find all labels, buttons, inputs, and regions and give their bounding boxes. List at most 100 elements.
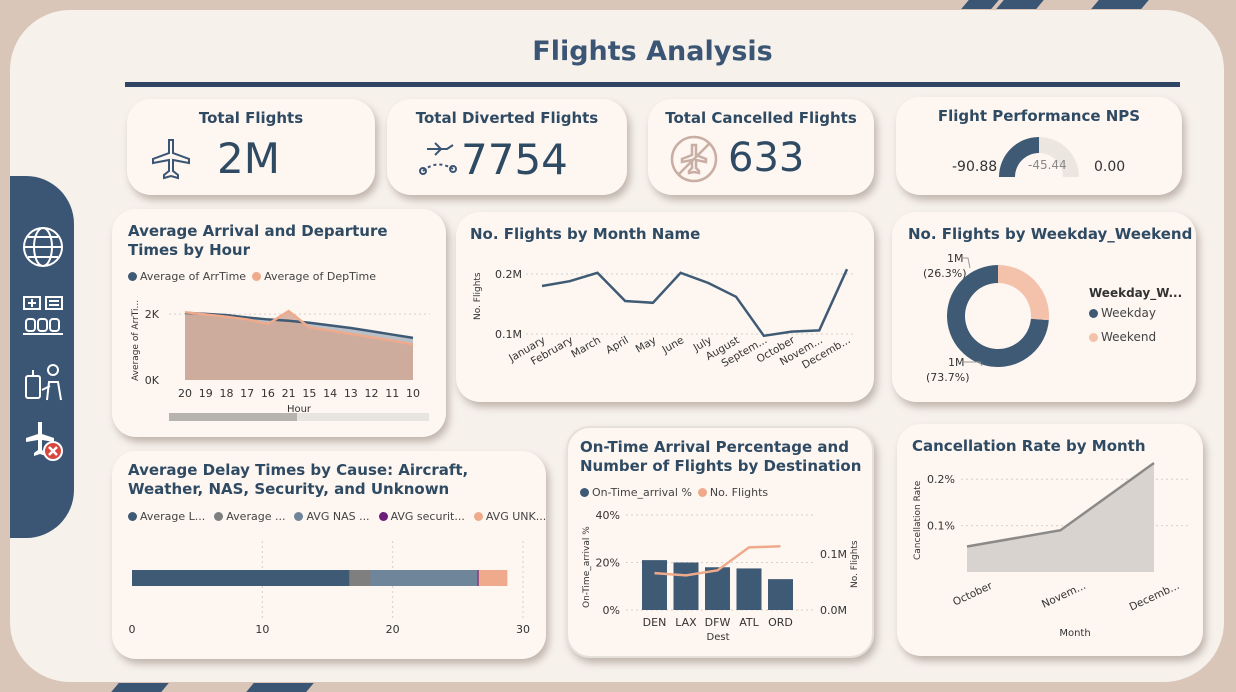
bar-segment: [478, 570, 508, 586]
legend-item[interactable]: Average of ArrTime: [128, 270, 246, 283]
chart-card-delay: Average Delay Times by Cause: Aircraft, …: [112, 451, 546, 659]
x-tick-label: 16: [261, 387, 275, 400]
x-tick-label: 19: [199, 387, 213, 400]
legend-label: No. Flights: [709, 486, 769, 499]
gauge-value-label: -45.44: [1028, 158, 1067, 172]
x-tick-label: 12: [365, 387, 379, 400]
y-tick-label: 0.1%: [927, 520, 955, 533]
legend-item[interactable]: AVG securit...: [378, 510, 465, 523]
y-tick-label: 0.2M: [495, 268, 522, 281]
scrollbar-thumb[interactable]: [169, 413, 297, 421]
kpi-total-flights[interactable]: Total Flights 2M: [127, 99, 375, 195]
x-tick-label: 10: [406, 387, 420, 400]
x-tick-label: 20: [386, 623, 400, 636]
x-tick-label: 18: [219, 387, 233, 400]
nps-gauge: [999, 137, 1079, 177]
legend-item[interactable]: Weekday: [1089, 306, 1156, 320]
decor-stripe: [111, 683, 169, 692]
legend-dot: [252, 272, 262, 281]
series-line: [966, 461, 1155, 548]
series-area-deptime: [185, 311, 413, 380]
gauge-fill: [999, 137, 1039, 177]
legend-item[interactable]: AVG NAS ...: [294, 510, 370, 523]
legend-label: On-Time_arrival %: [592, 486, 692, 499]
legend-item[interactable]: AVG UNK...: [473, 510, 546, 523]
chart-card-by-month: No. Flights by Month Name 0.1M 0.2M No. Fl…: [456, 212, 874, 402]
kpi-value: 2M: [217, 134, 280, 183]
legend-label: Average of ArrTime: [140, 270, 247, 283]
bar-segment: [132, 570, 350, 586]
x-tick-label: 15: [302, 387, 316, 400]
x-tick-label: 14: [323, 387, 337, 400]
flight-route-icon: [417, 139, 459, 183]
x-tick-label: DEN: [643, 616, 667, 629]
cancel-plot: 0.1% 0.2% Cancellation Rate October Novem...…: [913, 461, 1189, 639]
legend-item[interactable]: Average L...: [128, 510, 205, 523]
legend-label: AVG UNK...: [485, 510, 546, 523]
slice-label: 1M: [948, 356, 965, 369]
bar-ontime: [768, 579, 793, 610]
x-tick-label: May: [634, 334, 659, 355]
y-axis-title: On-Time_arrival %: [582, 526, 592, 608]
nav-travel-icon[interactable]: [18, 358, 68, 408]
x-axis-title: Month: [1059, 628, 1090, 639]
y-tick-label: 20%: [596, 557, 620, 570]
x-tick-label: 17: [240, 387, 254, 400]
y-tick-label: 0.2%: [927, 473, 955, 486]
arr-dep-plot: 0K 2K Average of ArrTi... 20 19 18 17 16 21 15 14 1…: [131, 300, 430, 415]
legend-item[interactable]: On-Time_arrival %: [580, 486, 692, 499]
legend-dot: [294, 512, 304, 521]
y-tick-label: 40%: [596, 509, 620, 522]
gauge-max-label: 0.00: [1094, 159, 1126, 175]
page-title: Flights Analysis: [532, 36, 773, 67]
legend-item[interactable]: Average of DepTime: [252, 270, 376, 283]
chart-card-arr-dep: Average Arrival and Departure Times by H…: [112, 209, 446, 437]
x-tick-label: March: [569, 334, 603, 360]
slice-pct: (26.3%): [923, 267, 967, 280]
nav-cancelled-flight-icon[interactable]: [18, 416, 68, 466]
bar-ontime: [673, 562, 699, 610]
chart-legend: Average L... Average ... AVG NAS ... AVG…: [128, 510, 546, 523]
legend-item[interactable]: Weekend: [1089, 330, 1156, 344]
series-line-deptime: [184, 309, 414, 346]
nav-airport-icon[interactable]: [18, 291, 68, 341]
legend-dot: [128, 272, 137, 281]
kpi-value: 7754: [461, 135, 568, 184]
x-tick-label: 20: [178, 387, 192, 400]
legend-dot: [1089, 332, 1098, 342]
bar-segment: [370, 570, 478, 586]
chart-legend: Weekday Weekend: [1089, 306, 1156, 344]
leader-line: [961, 257, 971, 269]
legend-label: AVG securit...: [390, 510, 465, 523]
y-tick-label: 2K: [145, 308, 160, 321]
legend-label: Average ...: [226, 510, 286, 523]
x-axis-title: Dest: [707, 632, 730, 643]
kpi-diverted-flights[interactable]: Total Diverted Flights 7754: [387, 99, 627, 195]
y2-tick-label: 0.0M: [820, 604, 847, 617]
kpi-label: Flight Performance NPS: [937, 107, 1141, 125]
legend-dot: [473, 512, 483, 521]
decor-stripe: [961, 0, 999, 9]
title-divider: [125, 82, 1180, 87]
x-tick-label: ATL: [739, 616, 759, 629]
legend-dot: [1089, 308, 1098, 318]
x-axis-title: Hour: [287, 404, 312, 415]
delay-plot: 0 10 20 30: [129, 541, 530, 636]
chart-card-ontime: On-Time Arrival Percentage and Number of…: [566, 426, 874, 658]
chart-card-weekday: No. Flights by Weekday_Weekend 1M (26.3%)…: [892, 212, 1196, 402]
leader-line: [962, 361, 983, 367]
pie-slice-weekday: [947, 265, 1049, 367]
kpi-nps[interactable]: Flight Performance NPS -90.88 -45.44 0.0…: [896, 97, 1182, 195]
horizontal-scrollbar[interactable]: [169, 413, 429, 421]
legend-item[interactable]: No. Flights: [697, 486, 769, 499]
legend-item[interactable]: Average ...: [214, 510, 285, 523]
chart-title: Cancellation Rate by Month: [912, 437, 1146, 455]
y-axis-title: Cancellation Rate: [913, 480, 923, 560]
kpi-label: Total Flights: [198, 109, 304, 127]
x-tick-label: LAX: [675, 616, 697, 629]
series-area: [967, 462, 1154, 572]
kpi-cancelled-flights[interactable]: Total Cancelled Flights 633: [648, 99, 874, 195]
nav-globe-icon[interactable]: [18, 222, 68, 272]
legend-label: AVG NAS ...: [306, 510, 370, 523]
